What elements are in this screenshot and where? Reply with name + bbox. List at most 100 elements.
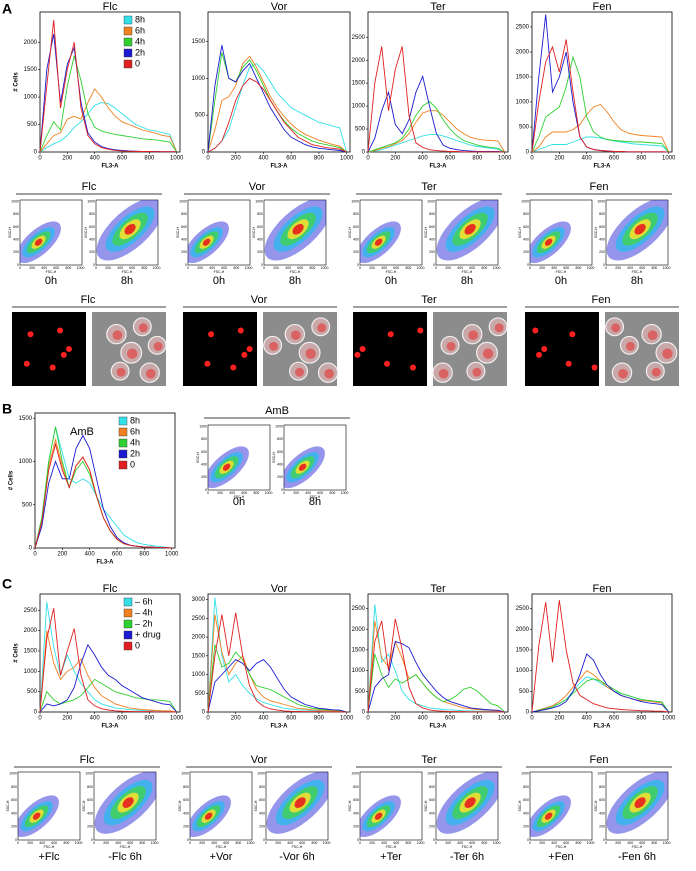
density-x-tick: 800 [312, 841, 318, 845]
density-x-tick: 200 [445, 841, 451, 845]
y-tick-label: 1000 [192, 672, 206, 678]
density-x-tick: 1000 [321, 266, 329, 270]
density-y-tick: 400 [429, 238, 435, 242]
density-y-tick: 200 [523, 825, 529, 829]
density-y-tick: 400 [257, 238, 263, 242]
density-x-tick: 1000 [245, 266, 253, 270]
histogram-line [367, 620, 505, 713]
density-x-tick: 600 [563, 266, 569, 270]
x-tick-label: 400 [258, 156, 269, 162]
legend-swatch [118, 460, 128, 470]
y-tick-label: 1500 [24, 649, 38, 655]
x-tick-label: 800 [636, 156, 647, 162]
density-x-tick: 400 [381, 841, 387, 845]
sample-label: 0h [233, 496, 245, 508]
histogram-line [531, 678, 670, 713]
density-level [634, 223, 646, 235]
y-tick-label: 2000 [516, 627, 530, 633]
legend-swatch [118, 438, 128, 448]
micrograph-title: Ter [421, 294, 437, 306]
density-x-tick: 800 [652, 841, 658, 845]
legend-swatch [118, 427, 128, 437]
density-x-tick: 1000 [493, 841, 501, 845]
density-y-tick: 800 [353, 212, 359, 216]
density-y-tick: 200 [183, 825, 189, 829]
density-y-tick: 200 [181, 250, 187, 254]
x-tick-label: 0 [38, 716, 42, 722]
density-y-tick: 200 [87, 825, 93, 829]
legend-swatch [123, 630, 133, 640]
legend-label: 2h [130, 448, 140, 458]
density-x-label: FSC-H [122, 270, 133, 274]
y-tick-label: 500 [195, 113, 206, 119]
legend-label: 0 [135, 640, 140, 650]
density-x-tick: 1000 [265, 491, 273, 495]
legend-swatch [118, 449, 128, 459]
density-y-tick: 0 [603, 263, 605, 267]
density-y-label: SSC-H [196, 452, 200, 463]
density-x-tick: 400 [229, 491, 235, 495]
y-tick-label: 0 [34, 150, 38, 156]
fluorescent-cell [57, 327, 64, 334]
x-tick-label: 0 [366, 156, 370, 162]
chart-title: Fen [593, 583, 612, 595]
x-axis-label: FL3-A [102, 724, 120, 730]
density-y-tick: 0 [17, 263, 19, 267]
density-x-tick: 400 [305, 491, 311, 495]
x-tick-label: 200 [231, 716, 242, 722]
density-x-label: FSC-H [310, 495, 321, 499]
legend-swatch [123, 59, 133, 69]
density-y-label: SSC-H [594, 227, 598, 238]
density-y-label: SSC-H [518, 800, 522, 811]
density-x-tick: 800 [576, 841, 582, 845]
density-x-tick: 600 [563, 841, 569, 845]
density-y-tick: 1000 [181, 772, 189, 776]
y-tick-label: 3000 [192, 597, 206, 603]
density-y-tick: 1000 [427, 199, 435, 203]
chart-title: Fen [593, 1, 612, 13]
density-y-tick: 1000 [597, 772, 605, 776]
density-y-tick: 0 [91, 838, 93, 842]
group-title: Ter [421, 181, 437, 193]
panel-label: B [2, 401, 12, 417]
density-x-label: FSC-H [462, 845, 473, 849]
histogram-line [34, 434, 172, 549]
cell-signal [625, 341, 635, 351]
panel-label: C [2, 576, 12, 592]
y-tick-label: 1000 [352, 668, 366, 674]
y-tick-label: 0 [34, 710, 38, 716]
plot-frame [39, 593, 181, 713]
density-y-tick: 1000 [351, 772, 359, 776]
density-y-tick: 400 [181, 238, 187, 242]
group-title: Vor [249, 181, 266, 193]
density-x-tick: 800 [310, 266, 316, 270]
sample-label: 8h [631, 275, 643, 287]
density-y-tick: 200 [429, 250, 435, 254]
y-tick-label: 2500 [192, 616, 206, 622]
y-tick-label: 500 [27, 122, 38, 128]
y-tick-label: 1000 [516, 100, 530, 106]
fluorescent-cell [241, 351, 248, 358]
density-y-tick: 800 [259, 785, 265, 789]
density-x-tick: 1000 [587, 841, 595, 845]
density-x-tick: 1000 [75, 841, 83, 845]
density-y-label: SSC-H [594, 800, 598, 811]
fluorescent-cell [354, 351, 361, 358]
cell-signal [295, 367, 304, 377]
cell-signal [611, 323, 621, 333]
x-axis-label: FL3-A [271, 724, 289, 730]
density-x-tick: 200 [275, 841, 281, 845]
density-y-tick: 1000 [521, 199, 529, 203]
fluorescent-cell [387, 331, 394, 338]
density-x-label: FSC-H [462, 270, 473, 274]
fluorescent-cell [541, 346, 548, 352]
density-x-tick: 1000 [153, 266, 161, 270]
histogram-line [531, 136, 669, 153]
fluorescent-cell [237, 327, 244, 334]
legend-label: 4h [135, 36, 145, 46]
density-cloud [360, 795, 401, 838]
plot-frame [531, 11, 673, 153]
density-level [544, 812, 553, 820]
histogram-line [207, 597, 347, 713]
density-y-tick: 800 [353, 785, 359, 789]
